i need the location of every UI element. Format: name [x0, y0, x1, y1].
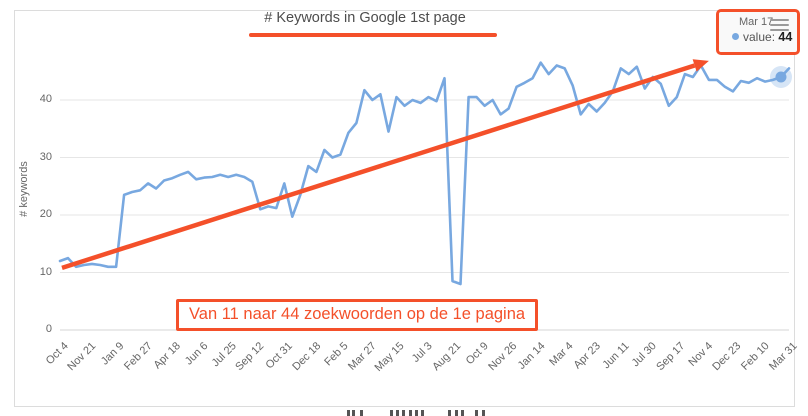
y-axis-label: 40 — [39, 93, 52, 105]
clipped-caption — [347, 410, 485, 416]
tooltip-value: 44 — [778, 30, 793, 44]
y-axis-label: 30 — [39, 150, 52, 163]
series-marker-icon — [732, 33, 739, 40]
tooltip-date: Mar 17 — [739, 16, 774, 28]
keywords-line-series[interactable] — [58, 61, 791, 286]
tooltip: Mar 17 value: 44 — [716, 9, 800, 55]
title-underline-highlight — [249, 33, 497, 37]
y-axis-label: 0 — [45, 323, 52, 335]
y-axis-title: # keywords — [18, 161, 30, 217]
y-axis-label: 20 — [39, 208, 52, 220]
annotation-box: Van 11 naar 44 zoekwoorden op de 1e pagi… — [176, 299, 539, 331]
tooltip-value-row: value: 44 — [732, 30, 797, 44]
chart-context-menu-icon[interactable] — [770, 19, 789, 34]
y-axis-label: 10 — [39, 265, 52, 278]
selected-point-marker[interactable] — [775, 71, 787, 83]
annotation-text: Van 11 naar 44 zoekwoorden op de 1e pagi… — [189, 305, 526, 323]
trend-arrow — [61, 63, 696, 271]
trend-arrow-head — [692, 59, 709, 72]
chart-title: # Keywords in Google 1st page — [264, 10, 466, 26]
tooltip-series-label: value: — [743, 30, 776, 44]
